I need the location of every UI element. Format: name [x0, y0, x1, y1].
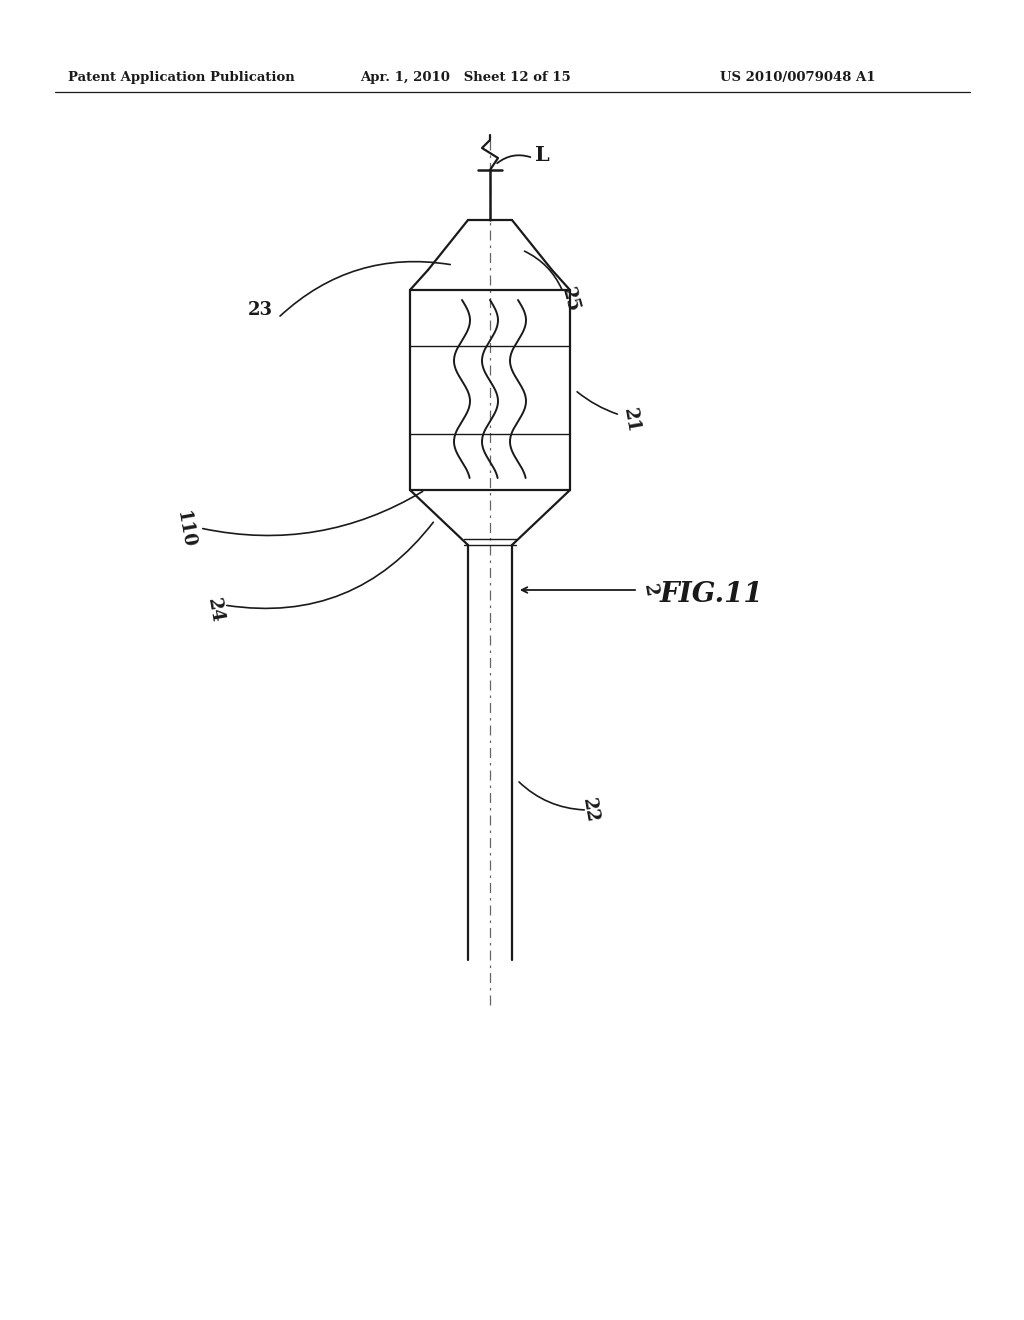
- Text: FIG.11: FIG.11: [660, 582, 764, 609]
- Text: 25: 25: [558, 285, 582, 314]
- Text: Apr. 1, 2010   Sheet 12 of 15: Apr. 1, 2010 Sheet 12 of 15: [360, 71, 570, 84]
- Text: 21: 21: [620, 407, 642, 434]
- Text: 23: 23: [248, 301, 272, 319]
- Text: 22: 22: [579, 796, 601, 824]
- Text: 2: 2: [640, 582, 659, 598]
- Text: 24: 24: [204, 597, 226, 624]
- Text: 110: 110: [173, 510, 198, 550]
- Text: L: L: [535, 145, 550, 165]
- Text: Patent Application Publication: Patent Application Publication: [68, 71, 295, 84]
- Text: US 2010/0079048 A1: US 2010/0079048 A1: [720, 71, 876, 84]
